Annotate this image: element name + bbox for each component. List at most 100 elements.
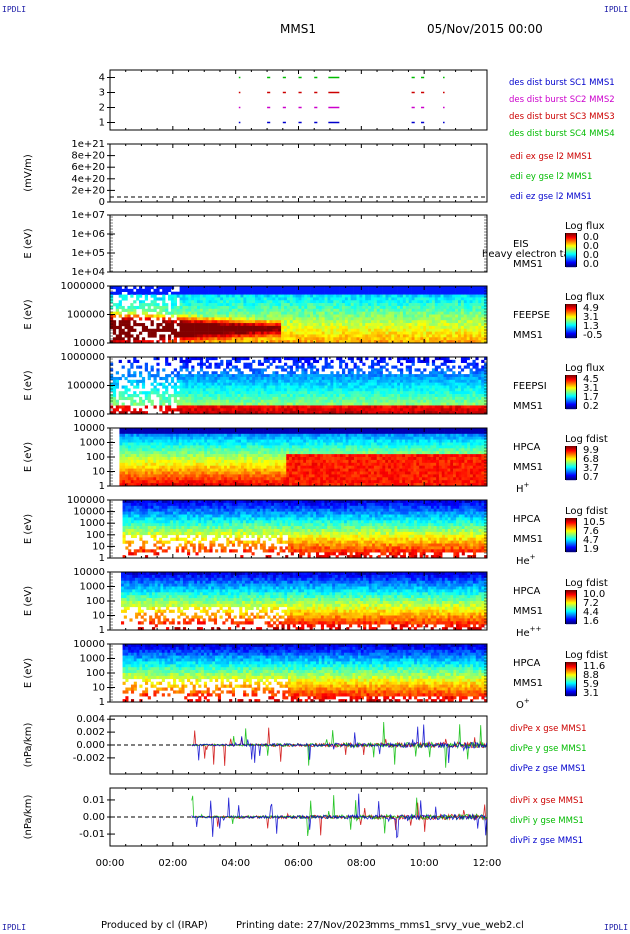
feepsi-cell [272, 391, 276, 395]
feepse-cell [124, 331, 128, 335]
feepsi-cell [347, 394, 351, 398]
feepse-cell [350, 297, 354, 301]
feepse-cell [214, 294, 218, 298]
feepsi-cell [315, 408, 320, 412]
feepse-cell [353, 328, 357, 332]
feepse-colorbar-swatch [566, 329, 576, 331]
feepse-cell [144, 297, 148, 301]
feepse-cell [469, 320, 473, 324]
feepsi-cell [359, 399, 363, 403]
feepse-cell [463, 314, 467, 318]
feepsi-cell [226, 394, 230, 398]
feepse-cell [313, 303, 317, 307]
feepsi-cell [460, 391, 465, 395]
feepse-cell [327, 320, 331, 324]
feepse-cell [289, 331, 293, 335]
feepsi-cell [214, 379, 218, 383]
feepse-cell [475, 303, 479, 307]
feepsi-cell [246, 394, 250, 398]
feepse-cell [356, 325, 360, 330]
feepsi-cell [318, 391, 322, 395]
feepse-cell [188, 331, 192, 335]
feepse-cell [141, 328, 146, 332]
feepsi-cell [336, 379, 340, 383]
feepsi-cell [153, 379, 157, 383]
feepsi-cell [402, 394, 407, 398]
feepse-cell [257, 294, 262, 298]
feepse-cell [365, 311, 369, 315]
feepsi-cell [197, 379, 201, 383]
feepse-cell [211, 300, 215, 304]
feepsi-cell [298, 411, 302, 415]
eis-colorbar-swatch [566, 247, 576, 249]
feepse-cell [205, 340, 209, 344]
feepse-cell [246, 325, 250, 330]
feepse-cell [173, 300, 177, 304]
feepsi-cell [284, 368, 288, 372]
feepse-cell [434, 294, 438, 298]
feepsi-cell [199, 399, 204, 403]
feepsi-cell [420, 379, 424, 383]
feepse-cell [394, 308, 398, 312]
feepse-cell [217, 317, 221, 321]
feepse-cell [257, 308, 262, 312]
feepse-cell [339, 317, 343, 321]
feepse-cell [220, 323, 224, 327]
feepsi-cell [405, 368, 409, 372]
feepse-cell [484, 294, 488, 298]
feepse-cell [191, 320, 195, 324]
feepsi-cell [339, 374, 343, 378]
feepse-cell [333, 288, 337, 292]
feepsi-cell [168, 396, 172, 401]
feepsi-cell [234, 411, 238, 415]
feepse-cell [324, 288, 328, 292]
feepse-colorbar-swatch [566, 325, 576, 327]
feepsi-cell [307, 362, 311, 366]
feepsi-cell [484, 374, 488, 378]
feepse-cell [179, 288, 183, 292]
feepse-cell [217, 286, 221, 290]
feepsi-cell [240, 396, 244, 401]
feepsi-cell [318, 379, 322, 383]
feepse-cell [292, 297, 296, 301]
feepse-cell [333, 294, 337, 298]
feepsi-cell [356, 408, 360, 412]
feepsi-cell [347, 411, 351, 415]
feepse-cell [385, 291, 389, 295]
feepse-cell [463, 328, 467, 332]
feepse-cell [231, 311, 235, 315]
feepsi-cell [217, 402, 221, 406]
feepsi-cell [373, 394, 378, 398]
feepsi-cell [347, 368, 351, 372]
feepse-cell [202, 323, 206, 327]
feepsi-cell [385, 362, 389, 366]
feepsi-cell [269, 391, 273, 395]
feepse-cell [368, 317, 372, 321]
feepse-cell [194, 300, 198, 304]
feepse-cell [472, 300, 476, 304]
feepsi-cell [228, 394, 233, 398]
feepse-cell [344, 314, 349, 318]
feepse-cell [226, 303, 230, 307]
feepse-cell [350, 337, 354, 341]
feepsi-cell [211, 376, 215, 381]
feepse-cell [446, 300, 450, 304]
feepsi-cell [310, 396, 314, 401]
eis-colorbar-swatch [566, 261, 576, 263]
feepse-cell [362, 328, 366, 332]
feepsi-cell [289, 408, 293, 412]
feepsi-cell [237, 376, 241, 381]
feepse-cell [226, 320, 230, 324]
feepse-cell [431, 325, 436, 330]
feepse-cell [214, 320, 218, 324]
feepse-cell [411, 303, 415, 307]
feepse-cell [286, 325, 291, 330]
feepsi-cell [420, 396, 424, 401]
feepse-cell [324, 331, 328, 335]
feepse-cell [440, 328, 444, 332]
edi-ytick-label: 6e+20 [71, 162, 105, 173]
feepse-cell [388, 286, 392, 290]
feepse-colorbar-swatch [566, 309, 576, 311]
feepsi-cell [362, 408, 366, 412]
feepsi-cell [458, 382, 462, 386]
